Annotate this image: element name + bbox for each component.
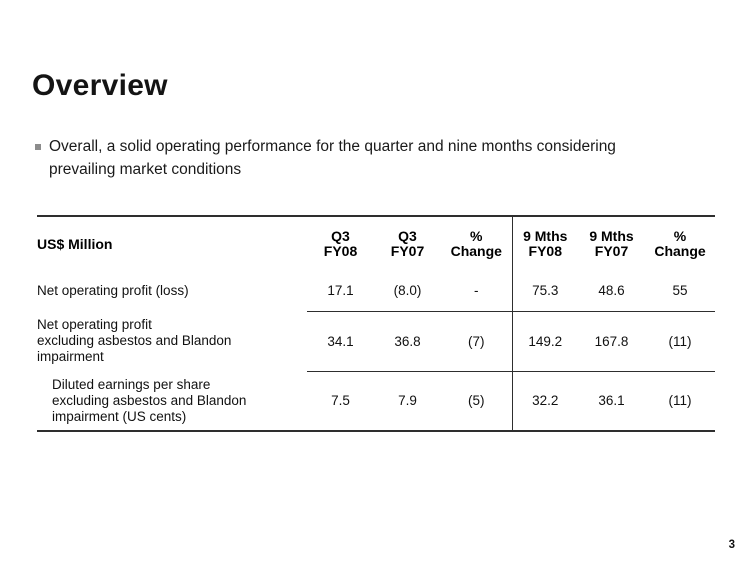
header-line2: Change — [654, 243, 706, 259]
page-number: 3 — [728, 539, 735, 551]
header-line1: % — [470, 228, 483, 244]
financial-table: US$ Million Q3 FY08 Q3 FY07 % Change 9 — [37, 215, 715, 432]
table-cell: - — [474, 283, 479, 299]
header-line1: 9 Mths — [589, 228, 634, 244]
table-cell: 75.3 — [511, 271, 578, 311]
header-line1: Q3 — [398, 228, 417, 244]
row-label: Net operating profit (loss) — [37, 283, 189, 298]
table-header-pct-change-9m: % Change — [645, 216, 715, 271]
header-line2: FY07 — [594, 243, 629, 259]
table-header-q3-fy07: Q3 FY07 — [374, 216, 441, 271]
table-row-net-operating-profit-loss: Net operating profit (loss) 17.1 (8.0) -… — [37, 271, 715, 311]
header-line2: FY07 — [390, 243, 425, 259]
header-line2: Change — [450, 243, 502, 259]
table-cell: (11) — [645, 370, 715, 431]
row-label: Net operating profit excluding asbestos … — [37, 317, 232, 364]
table-cell: 36.8 — [374, 310, 441, 371]
header-line1: Q3 — [331, 228, 350, 244]
bullet-item: Overall, a solid operating performance f… — [35, 135, 699, 181]
table-cell: 36.1 — [578, 370, 645, 431]
table-cell: (11) — [645, 310, 715, 371]
table-cell: 167.8 — [578, 310, 645, 371]
table-header-units: US$ Million — [37, 235, 113, 252]
bullet-square-icon — [35, 144, 41, 150]
table-cell: 55 — [672, 283, 688, 299]
table-cell: 149.2 — [511, 310, 578, 371]
table-cell: (5) — [441, 370, 512, 431]
header-line2: FY08 — [323, 243, 358, 259]
table-header-row: US$ Million Q3 FY08 Q3 FY07 % Change 9 — [37, 216, 715, 271]
table-cell: 7.5 — [307, 370, 374, 431]
table-cell: 17.1 — [327, 283, 354, 299]
table-header-pct-change-q: % Change — [441, 216, 512, 271]
table-cell: 7.9 — [374, 370, 441, 431]
bullet-text: Overall, a solid operating performance f… — [49, 138, 616, 178]
page-title: Overview — [32, 69, 168, 102]
table-header-q3-fy08: Q3 FY08 — [307, 216, 374, 271]
table-cell: (7) — [441, 310, 512, 371]
table-row-net-operating-profit-excl: Net operating profit excluding asbestos … — [37, 310, 715, 371]
row-label: Diluted earnings per share excluding asb… — [52, 376, 247, 424]
financial-table-container: US$ Million Q3 FY08 Q3 FY07 % Change 9 — [37, 215, 715, 432]
table-row-diluted-eps-excl: Diluted earnings per share excluding asb… — [37, 370, 715, 431]
table-cell: 34.1 — [307, 310, 374, 371]
header-line1: % — [673, 228, 687, 244]
header-line1: 9 Mths — [523, 228, 568, 244]
header-line2: FY08 — [528, 243, 562, 259]
table-cell: (8.0) — [393, 283, 422, 299]
table-cell: 48.6 — [598, 283, 625, 299]
table-header-9mths-fy08: 9 Mths FY08 — [511, 216, 578, 271]
table-cell: 32.2 — [511, 370, 578, 431]
table-header-9mths-fy07: 9 Mths FY07 — [578, 216, 645, 271]
